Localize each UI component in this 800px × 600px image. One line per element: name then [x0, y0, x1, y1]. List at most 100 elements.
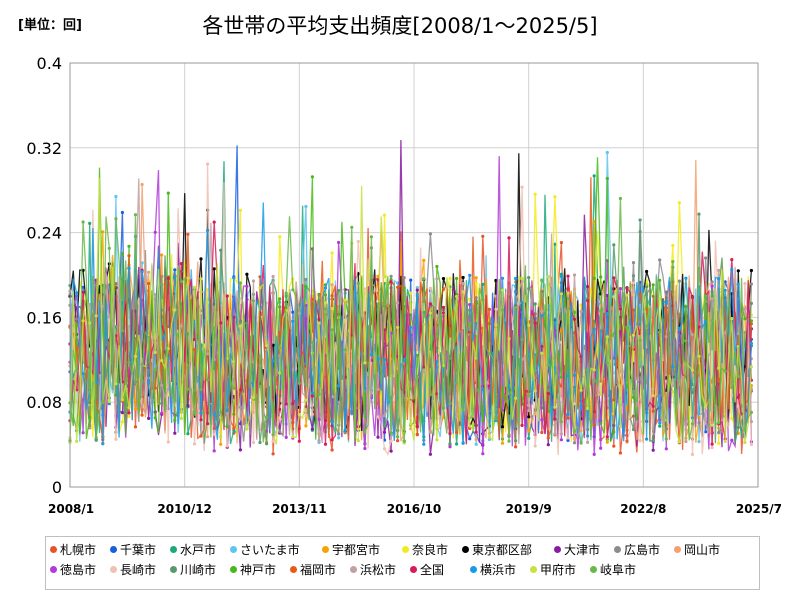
data-point [278, 371, 282, 375]
data-point [192, 348, 197, 352]
data-point [160, 253, 164, 257]
data-point [396, 325, 400, 329]
data-point [527, 323, 531, 327]
data-point [225, 444, 229, 448]
data-point [251, 279, 256, 283]
data-point [487, 435, 491, 439]
data-point [179, 280, 183, 284]
data-point [415, 425, 419, 429]
legend-swatch [110, 566, 117, 573]
data-point [651, 358, 655, 362]
data-point [723, 331, 727, 335]
data-point [481, 234, 485, 238]
data-point [625, 286, 629, 290]
data-point [192, 285, 197, 289]
data-point [540, 309, 544, 313]
data-point [618, 451, 623, 455]
data-point [317, 292, 321, 296]
data-point [612, 398, 616, 402]
data-point [625, 385, 629, 389]
data-point [75, 347, 79, 351]
data-point [494, 323, 498, 327]
plot-frame [69, 62, 759, 488]
legend-swatch [674, 546, 681, 553]
data-point [317, 321, 321, 325]
data-point [697, 212, 701, 216]
data-point [566, 412, 570, 416]
data-point [337, 288, 341, 293]
data-point [579, 388, 583, 392]
data-point [245, 321, 249, 325]
chart-title: 各世帯の平均支出頻度[2008/1～2025/5] [202, 14, 598, 38]
data-point [533, 444, 537, 448]
data-point [88, 390, 92, 394]
data-point [147, 416, 151, 420]
data-point [638, 338, 642, 342]
legend-label: 千葉市 [120, 543, 157, 557]
data-point [310, 394, 314, 398]
data-point [225, 409, 229, 413]
data-point [612, 276, 616, 280]
data-point [507, 439, 511, 443]
data-point [586, 285, 590, 289]
data-point [710, 446, 714, 450]
data-point [710, 423, 714, 427]
data-point [225, 425, 229, 429]
data-point [566, 436, 570, 440]
data-point [133, 354, 138, 358]
data-point [710, 319, 714, 323]
data-point [540, 351, 544, 355]
data-point [133, 380, 138, 384]
y-tick-label: 0.16 [26, 308, 62, 327]
data-point [127, 244, 131, 248]
data-point [310, 391, 314, 395]
data-point [120, 210, 124, 215]
data-point [468, 437, 472, 441]
data-point [415, 353, 419, 357]
data-point [468, 426, 472, 431]
data-point [278, 235, 282, 239]
data-point [566, 416, 570, 420]
data-point [474, 437, 478, 441]
data-point [350, 225, 354, 229]
data-point [553, 405, 557, 409]
legend-swatch [590, 566, 597, 573]
data-point [749, 410, 754, 414]
data-point [572, 437, 577, 441]
data-point [474, 430, 478, 434]
data-point [127, 406, 131, 410]
data-point [258, 440, 262, 445]
data-point [81, 290, 85, 294]
data-point [363, 446, 367, 451]
data-point [186, 276, 190, 280]
data-point [730, 258, 734, 262]
data-point [546, 391, 550, 395]
data-point [323, 442, 328, 446]
data-point [310, 175, 314, 179]
data-point [579, 404, 583, 409]
data-point [389, 274, 393, 278]
data-point [638, 439, 642, 443]
data-point [133, 213, 138, 217]
data-point [219, 248, 223, 252]
data-point [455, 430, 459, 434]
legend-item: 広島市 [614, 541, 674, 558]
data-point [671, 365, 675, 369]
data-point [507, 385, 511, 389]
data-point [409, 278, 413, 282]
data-point [219, 357, 223, 361]
data-point [120, 329, 124, 333]
legend-label: 広島市 [624, 543, 661, 557]
data-point [592, 452, 596, 456]
data-point [690, 452, 695, 456]
data-point [566, 296, 570, 301]
data-point [75, 322, 79, 326]
legend-swatch [350, 566, 357, 573]
y-tick-label: 0.32 [26, 139, 62, 158]
legend-item: 岡山市 [674, 541, 734, 558]
data-point [749, 420, 754, 424]
data-point [671, 260, 675, 264]
data-point [402, 439, 406, 443]
data-point [120, 420, 124, 424]
legend-label: 徳島市 [60, 563, 97, 577]
